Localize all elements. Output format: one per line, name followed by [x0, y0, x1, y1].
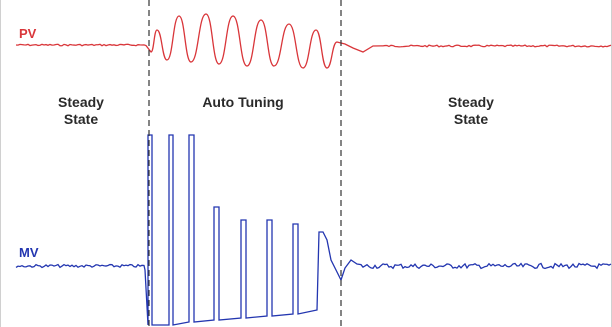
phase-label-line: State [453, 111, 489, 127]
mv-trace [15, 134, 612, 326]
pv-trace [15, 13, 612, 69]
phase-label-steady-state-left: Steady State [31, 94, 131, 128]
mv-label: MV [19, 245, 39, 260]
pv-label: PV [19, 26, 37, 41]
phase-label-line: Auto Tuning [202, 94, 284, 110]
phase-label-auto-tuning: Auto Tuning [183, 94, 303, 111]
phase-label-line: Steady [448, 94, 494, 110]
phase-label-line: Steady [58, 94, 104, 110]
phase-label-line: State [63, 111, 99, 127]
phase-label-steady-state-right: Steady State [421, 94, 521, 128]
